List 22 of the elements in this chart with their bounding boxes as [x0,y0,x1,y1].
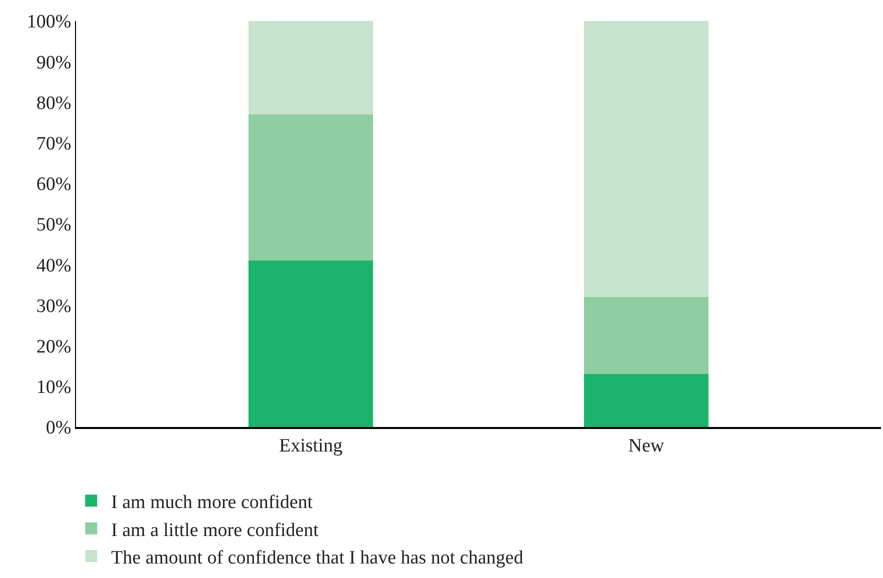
y-tick-label: 0% [46,418,72,439]
bar [584,297,708,374]
y-tick-label: 10% [36,377,72,398]
bar [248,21,373,114]
bar [248,260,373,427]
bar [584,374,708,427]
y-tick-label: 100% [26,12,72,33]
y-tick-label: 90% [36,52,72,74]
x-tick-label: Existing [279,436,343,457]
y-tick-label: 70% [36,133,72,154]
y-tick-label: 50% [36,214,72,236]
bar [584,21,708,298]
legend-label: The amount of confidence that I have has not changed [111,547,524,568]
y-tick-label: 30% [36,296,72,317]
y-tick-label: 60% [36,174,72,196]
y-tick-label: 40% [36,255,72,276]
legend-label: I am much more confident [111,492,314,514]
y-tick-label: 20% [36,336,72,358]
x-tick-label: New [628,436,664,457]
y-tick-label: 80% [36,92,72,114]
legend-label: I am a little more confident [111,520,320,541]
bar [248,114,373,261]
